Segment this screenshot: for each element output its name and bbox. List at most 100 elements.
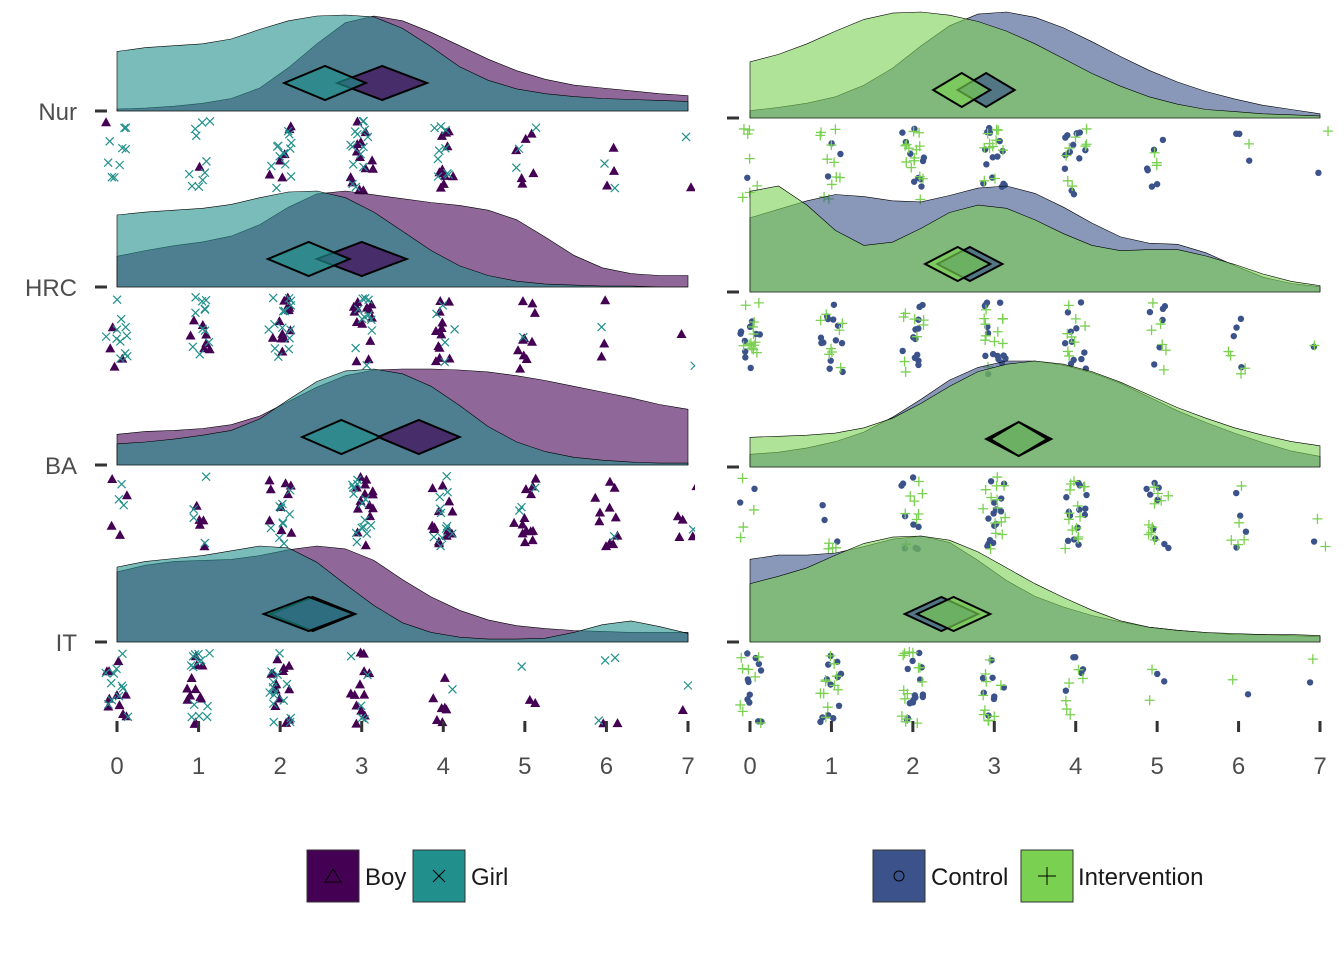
point-girl-hrc: [270, 344, 280, 353]
point-boy-it: [113, 656, 124, 666]
point-boy-it: [677, 705, 688, 715]
point-girl-ba: [435, 504, 445, 514]
point-intervention-ba: [911, 514, 922, 525]
point-girl-ba: [349, 489, 359, 499]
point-intervention-nur: [1243, 138, 1254, 149]
x-tick-label-4-panel-2: 4: [1069, 753, 1082, 780]
point-control-ba: [998, 495, 1005, 502]
point-boy-hrc: [430, 325, 441, 335]
point-intervention-it: [979, 705, 990, 716]
point-intervention-hrc: [834, 325, 845, 336]
point-boy-ba: [594, 507, 605, 517]
point-boy-it: [612, 718, 623, 728]
point-girl-it: [189, 700, 199, 710]
point-control-ba: [997, 508, 1005, 515]
point-control-hrc: [1078, 355, 1085, 363]
point-girl-hrc: [277, 323, 287, 333]
point-intervention-it: [899, 693, 910, 704]
point-control-ba: [751, 485, 758, 493]
point-girl-ba: [443, 487, 453, 497]
mean-diamond-intervention-hrc: [922, 245, 993, 283]
point-control-nur: [1076, 155, 1083, 162]
point-intervention-hrc: [1155, 319, 1166, 330]
point-control-nur: [1143, 165, 1151, 172]
point-girl-ba: [359, 522, 368, 532]
point-boy-hrc: [107, 322, 118, 332]
point-girl-hrc: [115, 336, 125, 346]
point-control-ba: [909, 474, 917, 481]
point-boy-hrc: [274, 316, 285, 326]
point-girl-ba: [266, 523, 276, 533]
point-girl-it: [356, 701, 366, 711]
point-girl-nur: [205, 116, 215, 126]
point-control-hrc: [1081, 349, 1088, 356]
point-girl-it: [269, 690, 279, 700]
point-intervention-ba: [1000, 512, 1011, 523]
point-girl-hrc: [285, 333, 294, 343]
point-intervention-it: [831, 671, 842, 682]
point-intervention-ba: [1152, 488, 1163, 499]
point-intervention-ba: [1312, 513, 1323, 524]
point-control-it: [830, 715, 837, 722]
point-boy-ba: [437, 480, 448, 490]
mean-diamond-girl-hrc: [265, 240, 353, 278]
point-girl-it: [273, 670, 283, 680]
point-control-ba: [1075, 541, 1082, 548]
point-control-ba: [898, 482, 905, 489]
point-intervention-nur: [1323, 126, 1334, 137]
point-control-hrc: [996, 299, 1004, 306]
point-girl-hrc: [284, 293, 294, 303]
point-control-it: [906, 700, 913, 707]
point-intervention-hrc: [1160, 345, 1171, 356]
point-girl-nur: [190, 124, 200, 134]
legend-key-triangle-icon: [324, 868, 342, 883]
point-girl-it: [594, 716, 604, 725]
legend-layer: Boy Girl Control Intervention: [306, 849, 1203, 903]
point-intervention-ba: [913, 508, 924, 519]
point-intervention-it: [899, 648, 910, 659]
point-boy-ba: [677, 514, 688, 524]
point-girl-ba: [279, 538, 289, 548]
point-boy-ba: [609, 482, 620, 492]
point-boy-it: [441, 704, 452, 714]
point-girl-ba: [352, 537, 362, 547]
point-intervention-it: [978, 690, 989, 701]
density-girl-nur: [116, 14, 689, 112]
point-girl-nur: [284, 129, 294, 139]
point-intervention-it: [917, 676, 928, 687]
point-intervention-hrc: [748, 321, 759, 332]
point-boy-hrc: [357, 318, 368, 328]
point-girl-it: [610, 653, 620, 663]
point-girl-nur: [358, 117, 368, 126]
point-girl-it: [600, 656, 610, 665]
point-intervention-it: [1065, 709, 1076, 720]
point-control-nur: [918, 183, 925, 190]
point-control-it: [979, 674, 987, 682]
point-girl-nur: [600, 159, 609, 168]
point-intervention-hrc: [1236, 368, 1247, 379]
point-girl-nur: [350, 127, 360, 136]
point-intervention-ba: [1163, 490, 1174, 501]
point-intervention-hrc: [980, 330, 991, 341]
point-boy-hrc: [436, 322, 447, 332]
point-intervention-hrc: [992, 326, 1003, 337]
point-boy-ba: [264, 475, 275, 485]
point-girl-ba: [442, 471, 452, 481]
density-girl-ba: [116, 368, 689, 466]
point-intervention-it: [822, 702, 833, 713]
point-boy-hrc: [529, 307, 540, 317]
point-boy-nur: [685, 182, 695, 192]
mean-diamond-girl-nur: [281, 64, 369, 102]
point-control-hrc: [899, 347, 906, 355]
point-control-ba: [1063, 494, 1070, 501]
point-control-it: [744, 696, 751, 703]
point-girl-hrc: [286, 325, 295, 335]
point-control-hrc: [994, 352, 1001, 360]
point-boy-nur: [448, 171, 459, 181]
point-intervention-ba: [909, 496, 920, 507]
point-boy-it: [103, 701, 114, 711]
point-girl-it: [123, 712, 133, 722]
point-intervention-nur: [815, 127, 826, 138]
point-intervention-ba: [913, 476, 924, 487]
point-control-nur: [1246, 157, 1253, 164]
